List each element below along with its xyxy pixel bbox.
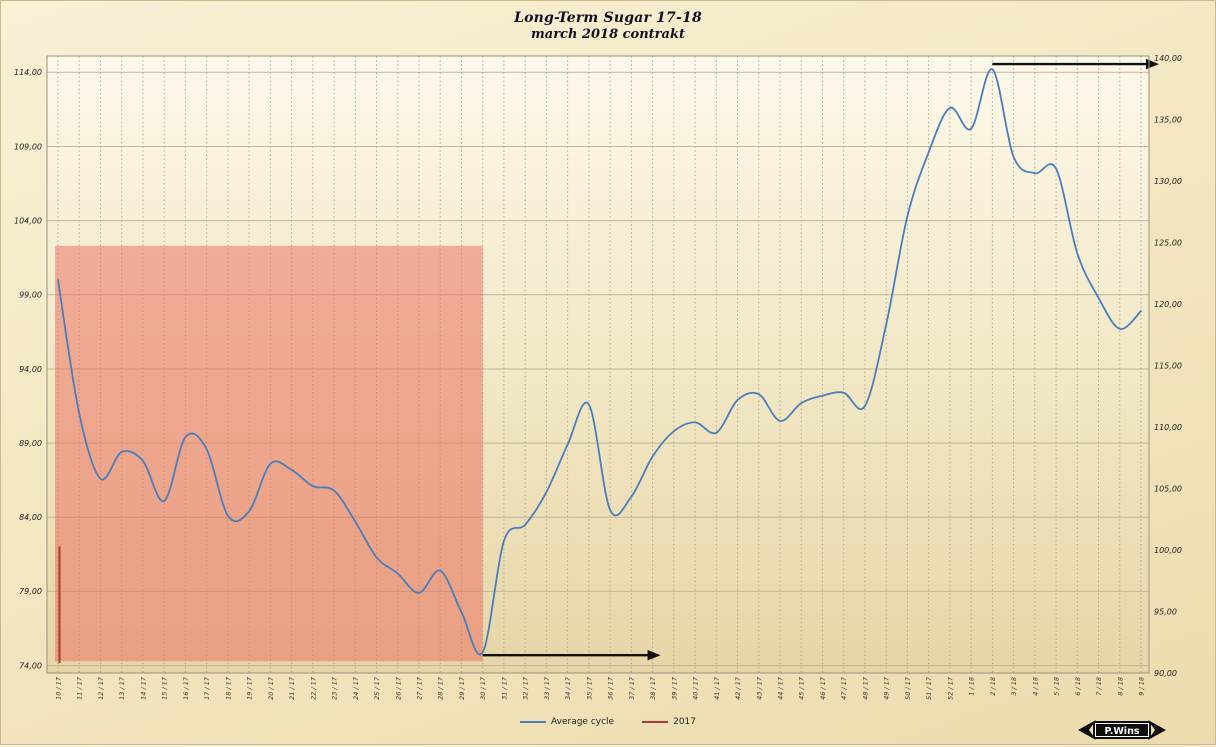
- x-axis-tick-label: 1 / 18: [968, 677, 976, 696]
- pwins-logo-text: P.Wins: [1105, 726, 1140, 737]
- logo-box: [1093, 721, 1151, 739]
- x-axis-tick-label: 18 / 17: [224, 676, 232, 700]
- x-axis-tick-label: 16 / 17: [182, 676, 190, 700]
- x-axis-tick-label: 23 / 17: [331, 676, 339, 700]
- x-axis-tick-label: 38 / 17: [649, 676, 657, 700]
- legend-item-average-cycle: Average cycle: [520, 717, 614, 727]
- axis-labels: 74,00 79,00 84,00 89,00 94,00 99,00 104,00 109,…: [14, 54, 1182, 700]
- chart-subtitle: march 2018 contrakt: [531, 27, 685, 42]
- legend-item-2017: 2017: [642, 717, 696, 727]
- right-axis-tick-label: 130,00: [1154, 177, 1182, 186]
- x-axis-tick-label: 30 / 17: [479, 676, 487, 700]
- left-axis-tick-label: 99,00: [19, 291, 42, 300]
- x-axis-tick-label: 22 / 17: [309, 676, 317, 700]
- x-axis-tick-label: 29 / 17: [458, 676, 466, 700]
- x-axis-tick-label: 52 / 17: [946, 676, 954, 700]
- x-axis-tick-label: 32 / 17: [522, 676, 530, 700]
- x-axis-tick-label: 13 / 17: [118, 676, 126, 700]
- x-axis-tick-label: 42 / 17: [734, 676, 742, 700]
- x-axis-tick-label: 5 / 18: [1053, 677, 1061, 696]
- x-axis-tick-label: 50 / 17: [904, 676, 912, 700]
- x-axis-tick-label: 36 / 17: [607, 676, 615, 700]
- x-axis-tick-label: 24 / 17: [352, 676, 360, 700]
- x-axis-tick-label: 11 / 17: [76, 676, 84, 700]
- average-cycle-line: [57, 68, 1142, 656]
- left-axis-tick-label: 89,00: [19, 439, 42, 448]
- x-axis-tick-label: 35 / 17: [585, 676, 593, 700]
- right-axis-tick-label: 100,00: [1154, 546, 1182, 555]
- right-axis-tick-label: 125,00: [1154, 238, 1182, 247]
- legend-label-average-cycle: Average cycle: [551, 717, 615, 727]
- right-axis-tick-label: 115,00: [1154, 361, 1182, 370]
- legend-label-2017: 2017: [673, 717, 696, 727]
- legend: Average cycle 2017: [1, 717, 1215, 727]
- highlight-rect: [55, 245, 483, 662]
- right-axis-tick-label: 120,00: [1154, 300, 1182, 309]
- x-axis-tick-label: 41 / 17: [713, 676, 721, 700]
- left-axis-tick-label: 84,00: [19, 513, 42, 522]
- logo-right-ribbon: [1148, 720, 1166, 740]
- bottom-arrow-head: [647, 650, 661, 661]
- x-axis-tick-label: 17 / 17: [203, 676, 211, 700]
- right-axis-tick-label: 105,00: [1154, 484, 1182, 493]
- highlight-region: [55, 245, 483, 662]
- x-axis-tick-label: 47 / 17: [840, 676, 848, 700]
- x-axis-tick-label: 9 / 18: [1138, 677, 1146, 696]
- x-axis-tick-label: 10 / 17: [55, 676, 63, 700]
- x-axis-tick-label: 43 / 17: [755, 676, 763, 700]
- x-axis-tick-label: 19 / 17: [246, 676, 254, 700]
- x-axis-tick-label: 4 / 18: [1031, 677, 1039, 696]
- x-axis-tick-label: 27 / 17: [416, 676, 424, 700]
- right-axis-tick-label: 140,00: [1154, 54, 1182, 63]
- x-axis-tick-label: 49 / 17: [883, 676, 891, 700]
- plot-border: [46, 55, 1150, 674]
- logo-left-ribbon: [1078, 720, 1096, 740]
- left-axis-tick-label: 94,00: [19, 365, 42, 374]
- x-axis-tick-label: 2 / 18: [989, 677, 997, 696]
- data-series: [57, 68, 1142, 664]
- logo-box-inner-border: [1095, 723, 1149, 737]
- x-axis-tick-label: 12 / 17: [97, 676, 105, 700]
- x-axis-tick-label: 26 / 17: [394, 676, 402, 700]
- x-axis-tick-label: 7 / 18: [1095, 677, 1103, 696]
- x-axis-tick-label: 33 / 17: [543, 676, 551, 700]
- x-axis-tick-label: 25 / 17: [373, 676, 381, 700]
- x-axis-tick-label: 8 / 18: [1116, 677, 1124, 696]
- x-axis-tick-label: 46 / 17: [819, 676, 827, 700]
- x-axis-tick-label: 37 / 17: [628, 676, 636, 700]
- x-axis-tick-label: 45 / 17: [798, 676, 806, 700]
- right-axis-tick-label: 95,00: [1154, 607, 1177, 616]
- left-axis-tick-label: 74,00: [19, 661, 42, 670]
- x-axis-tick-label: 21 / 17: [288, 676, 296, 700]
- pwins-logo: P.Wins: [1078, 717, 1166, 747]
- x-axis-tick-label: 14 / 17: [139, 676, 147, 700]
- x-axis-tick-label: 39 / 17: [670, 676, 678, 700]
- x-axis-tick-label: 28 / 17: [437, 676, 445, 700]
- legend-line-average-cycle: [520, 721, 546, 723]
- pwins-logo-graphic: P.Wins: [1078, 720, 1166, 740]
- x-axis-tick-label: 31 / 17: [500, 676, 508, 700]
- chart-title-block: Long-Term Sugar 17-18 march 2018 contrak…: [1, 10, 1215, 42]
- x-axis-tick-label: 6 / 18: [1074, 677, 1082, 696]
- left-axis-tick-label: 109,00: [14, 142, 42, 151]
- left-axis-tick-label: 114,00: [14, 68, 42, 77]
- x-axis-tick-label: 3 / 18: [1010, 677, 1018, 696]
- x-axis-tick-label: 44 / 17: [777, 676, 785, 700]
- right-axis-tick-label: 135,00: [1154, 115, 1182, 124]
- right-axis-tick-label: 90,00: [1154, 669, 1177, 678]
- x-axis-tick-label: 40 / 17: [692, 676, 700, 700]
- x-axis-tick-label: 48 / 17: [861, 676, 869, 700]
- left-axis-tick-label: 79,00: [19, 587, 42, 596]
- x-axis-tick-label: 20 / 17: [267, 676, 275, 700]
- right-axis-tick-label: 110,00: [1154, 423, 1182, 432]
- x-axis-tick-label: 51 / 17: [925, 676, 933, 700]
- x-axis-tick-label: 15 / 17: [161, 676, 169, 700]
- chart-title: Long-Term Sugar 17-18: [514, 10, 702, 26]
- left-axis-tick-label: 104,00: [14, 216, 42, 225]
- legend-line-2017: [642, 721, 669, 723]
- x-axis-tick-label: 34 / 17: [564, 676, 572, 700]
